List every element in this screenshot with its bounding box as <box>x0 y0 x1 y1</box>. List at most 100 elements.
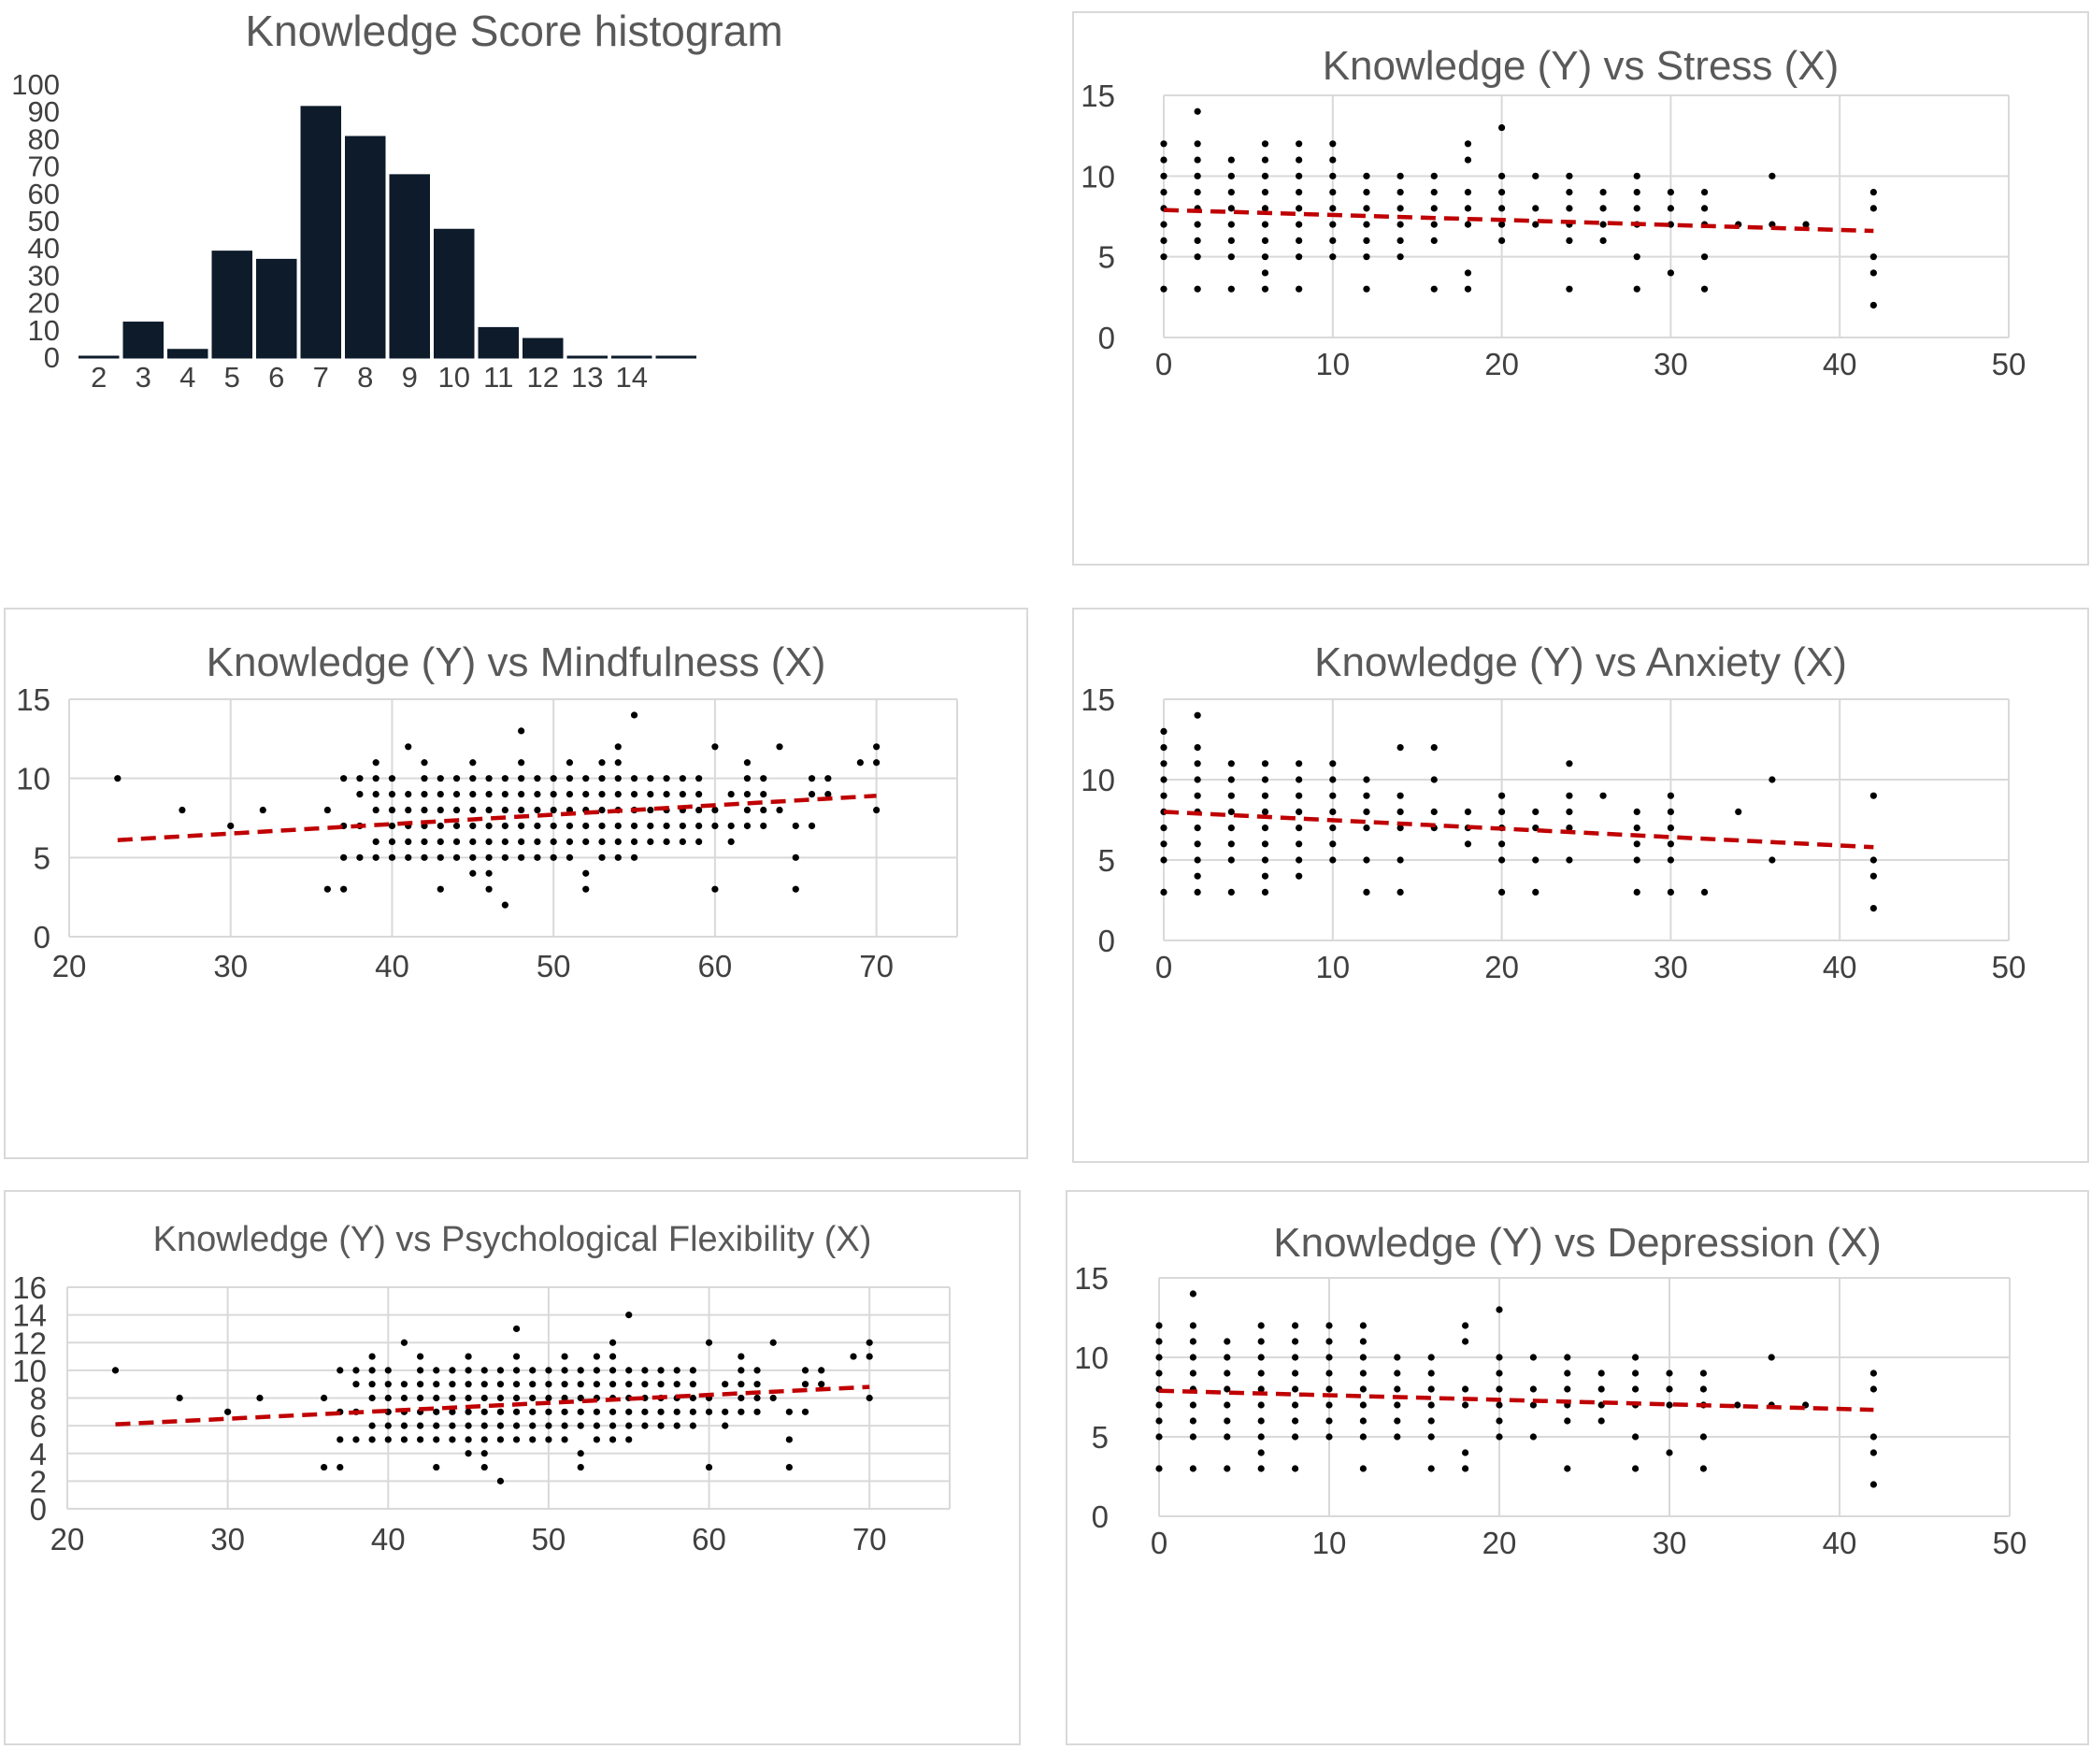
data-point <box>512 1436 521 1443</box>
data-point <box>224 1408 232 1415</box>
data-point <box>1325 1401 1333 1409</box>
data-point <box>657 1381 665 1388</box>
data-point <box>518 727 525 735</box>
y-tick-label: 70 <box>28 151 60 183</box>
data-point <box>534 838 541 845</box>
data-point <box>1160 776 1167 783</box>
data-point <box>866 1339 873 1346</box>
data-point <box>1325 1385 1333 1393</box>
data-point <box>1224 1433 1231 1441</box>
data-point <box>1329 156 1337 164</box>
y-tick-label: 2 <box>30 1464 47 1499</box>
data-point <box>1296 205 1303 212</box>
data-point <box>518 853 525 861</box>
y-tick-label: 15 <box>1074 1261 1109 1296</box>
histogram-bar <box>345 136 386 357</box>
data-point <box>769 1394 777 1402</box>
data-point <box>496 1422 505 1429</box>
data-point <box>550 806 557 814</box>
data-point <box>496 1381 505 1388</box>
x-tick-label: 3 <box>136 361 151 394</box>
data-point <box>1464 189 1472 196</box>
data-point <box>689 1408 696 1415</box>
data-point <box>452 853 461 861</box>
stress-scatter-panel: Knowledge (Y) vs Stress (X) 0 10 20 30 40 50 0… <box>1072 11 2089 566</box>
data-point <box>176 1394 183 1402</box>
data-point <box>1194 888 1201 896</box>
data-point <box>598 838 606 845</box>
data-point <box>1769 856 1776 864</box>
data-point <box>372 838 380 845</box>
data-point <box>1155 1433 1163 1441</box>
data-point <box>1464 285 1472 293</box>
data-point <box>421 759 428 767</box>
y-tick-label: 0 <box>1092 1499 1109 1534</box>
data-point <box>1329 856 1337 864</box>
data-point <box>480 1394 488 1402</box>
data-point <box>512 1353 521 1360</box>
data-point <box>1292 1433 1299 1441</box>
mindfulness-scatter-panel: Knowledge (Y) vs Mindfulness (X) 20 30 40 5… <box>4 608 1028 1159</box>
data-point <box>400 1436 408 1443</box>
data-point <box>501 838 508 845</box>
data-point <box>1498 237 1506 244</box>
data-point <box>1296 776 1303 783</box>
chart-title: Knowledge (Y) vs Psychological Flexibili… <box>152 1220 872 1259</box>
data-point <box>808 791 816 798</box>
data-point <box>405 743 412 751</box>
data-point <box>598 822 606 830</box>
data-point <box>1160 825 1167 832</box>
data-point <box>1359 1433 1367 1441</box>
data-point <box>1700 205 1709 212</box>
data-point <box>518 759 525 767</box>
histogram-bar <box>211 251 252 357</box>
data-point <box>256 1394 264 1402</box>
data-point <box>485 806 493 814</box>
histogram-bar <box>167 349 208 357</box>
data-point <box>1194 776 1201 783</box>
data-point <box>1427 1433 1435 1441</box>
anxiety-scatter-chart: 0 10 20 30 40 50 0 5 10 15 <box>1081 682 2026 984</box>
data-point <box>1633 172 1640 179</box>
data-point <box>1633 253 1640 261</box>
data-point <box>518 791 525 798</box>
data-point <box>452 838 461 845</box>
data-point <box>577 1450 584 1457</box>
data-point <box>465 1381 472 1388</box>
data-point <box>738 1367 745 1374</box>
data-point <box>1155 1370 1163 1377</box>
data-point <box>609 1436 617 1443</box>
y-tick-label: 8 <box>30 1382 47 1416</box>
data-point <box>449 1381 456 1388</box>
data-point <box>1802 221 1810 228</box>
y-tick-label: 10 <box>1074 1341 1109 1375</box>
data-point <box>452 791 461 798</box>
data-point <box>433 1367 440 1374</box>
data-point <box>1194 760 1201 767</box>
data-point <box>1564 1354 1571 1361</box>
data-point <box>1261 205 1269 212</box>
data-point <box>421 853 428 861</box>
mindfulness-scatter-chart: 20 30 40 50 60 70 0 5 10 15 <box>16 682 958 983</box>
data-point <box>1430 237 1438 244</box>
data-point <box>647 775 654 782</box>
y-tick-label: 30 <box>28 259 60 292</box>
data-point <box>400 1381 408 1388</box>
data-point <box>1160 792 1167 799</box>
data-point <box>1529 1385 1537 1393</box>
data-point <box>722 1408 729 1415</box>
data-point <box>388 822 396 830</box>
y-tick-label: 0 <box>30 1492 47 1527</box>
data-point <box>469 838 477 845</box>
x-tick-label: 10 <box>1315 347 1350 381</box>
data-point <box>1296 237 1303 244</box>
data-point <box>657 1422 665 1429</box>
data-point <box>417 1367 424 1374</box>
data-point <box>1496 1401 1503 1409</box>
data-point <box>1227 808 1235 815</box>
data-point <box>1296 156 1303 164</box>
histogram-bar <box>300 106 341 358</box>
data-point <box>1194 872 1201 880</box>
data-point <box>1329 140 1337 148</box>
y-tick-label: 15 <box>1081 682 1115 717</box>
